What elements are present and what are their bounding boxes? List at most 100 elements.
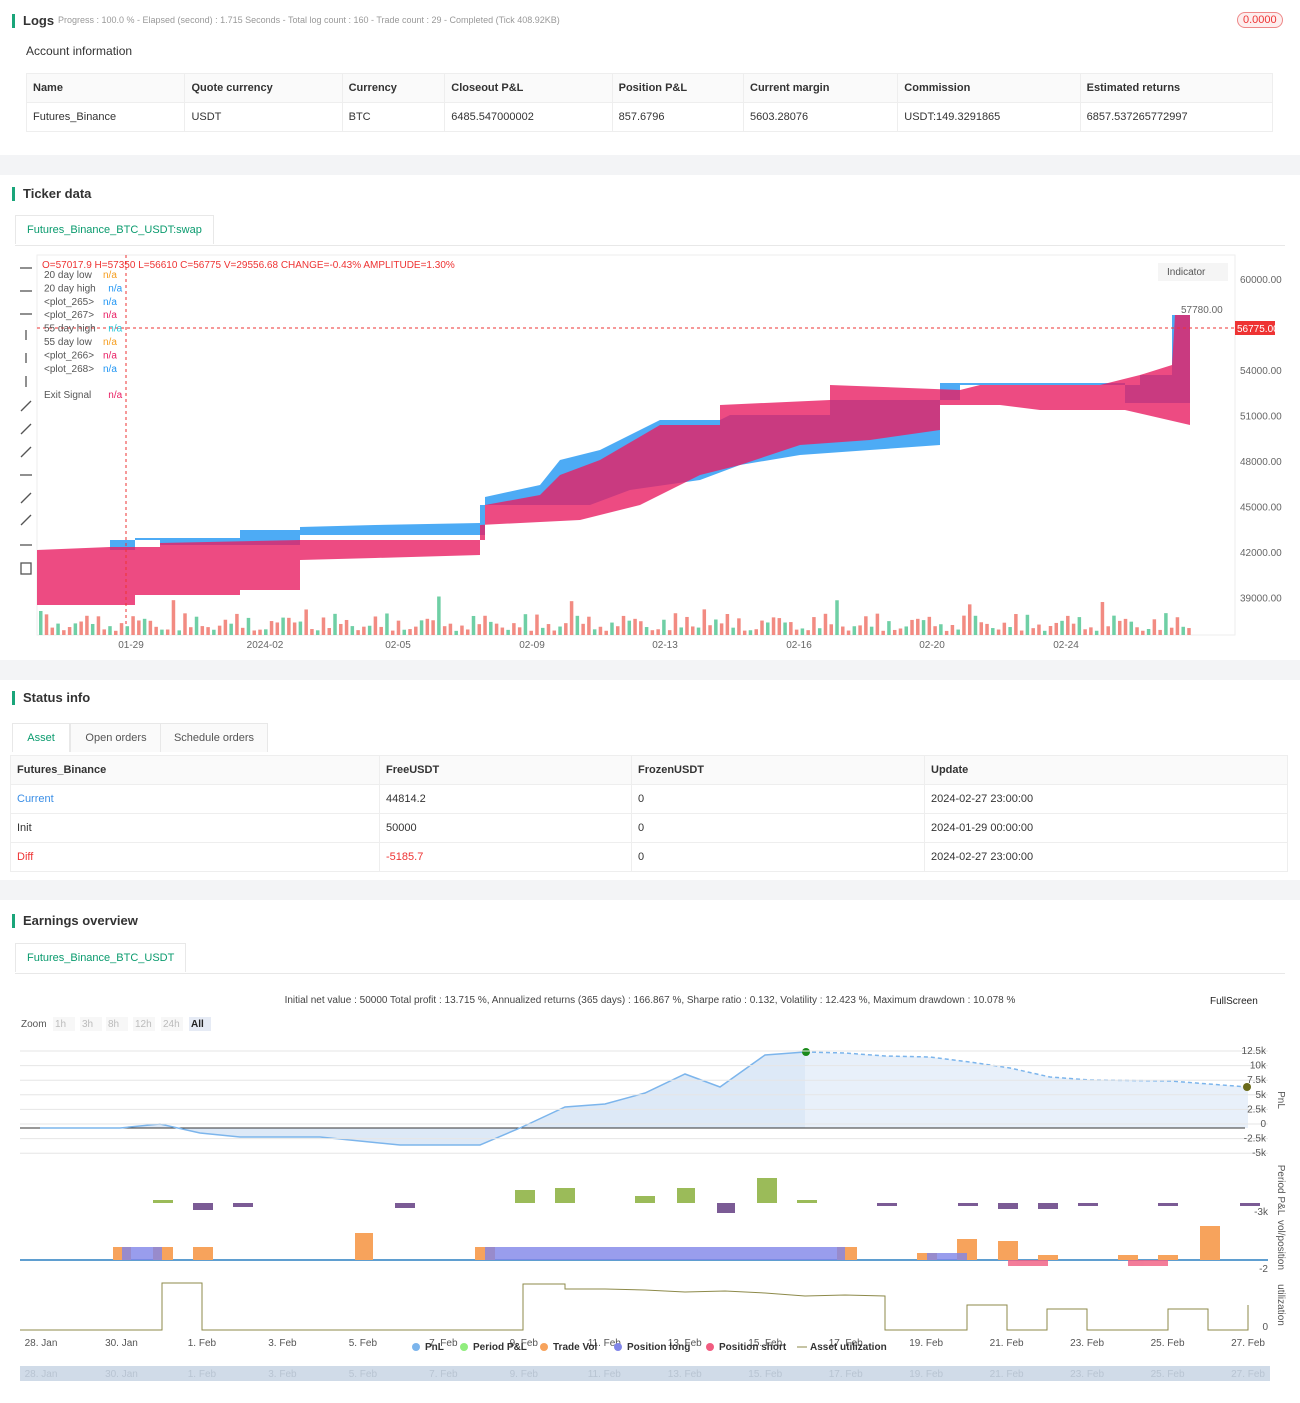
tab[interactable]: Schedule orders bbox=[160, 723, 268, 752]
period-bars bbox=[153, 1178, 817, 1203]
x-tick-label: 25. Feb bbox=[1151, 1338, 1185, 1349]
volume-bar bbox=[160, 629, 164, 635]
volume-bar bbox=[916, 618, 920, 635]
x-tick-label: 02-16 bbox=[786, 640, 812, 651]
axis-title: utilization bbox=[1275, 1284, 1286, 1326]
legend-label[interactable]: PnL bbox=[425, 1342, 444, 1353]
zoom-label[interactable]: 12h bbox=[135, 1019, 152, 1030]
nav-label: 11. Feb bbox=[588, 1369, 622, 1380]
volume-bar bbox=[719, 623, 724, 635]
volume-bar bbox=[696, 627, 701, 635]
y-tick-label: -2.5k bbox=[1244, 1134, 1267, 1145]
volume-bar bbox=[662, 619, 666, 635]
volume-bar bbox=[96, 616, 101, 635]
cell: 6857.537265772997 bbox=[1079, 102, 1274, 132]
x-tick-label: 02-20 bbox=[919, 640, 945, 651]
x-tick-label: 5. Feb bbox=[349, 1338, 378, 1349]
subtitle: Account information bbox=[26, 44, 133, 58]
volume-bar bbox=[812, 617, 816, 635]
legend-value: n/a bbox=[103, 310, 117, 321]
volume-bar bbox=[760, 620, 764, 635]
volume-bar bbox=[748, 630, 753, 635]
legend-value: n/a bbox=[103, 297, 117, 308]
volume-bar bbox=[1141, 630, 1145, 635]
volume-bar bbox=[517, 627, 522, 635]
legend-label[interactable]: Trade Vol bbox=[553, 1342, 597, 1353]
volume-bar bbox=[442, 626, 447, 635]
indicator-button[interactable] bbox=[1158, 263, 1228, 281]
volume-bar bbox=[789, 622, 793, 635]
fullscreen[interactable]: FullScreen bbox=[1210, 996, 1258, 1007]
zoom-button[interactable] bbox=[80, 1017, 102, 1031]
volume-bar bbox=[379, 626, 383, 635]
cell: 0 bbox=[631, 842, 925, 872]
volume-bar bbox=[540, 627, 545, 635]
zoom-label: Zoom bbox=[21, 1019, 47, 1030]
cell: 5603.28076 bbox=[742, 102, 899, 132]
volume-bar bbox=[742, 630, 747, 635]
x-tick-label: 21. Feb bbox=[990, 1338, 1024, 1349]
zoom-label[interactable]: 8h bbox=[108, 1019, 119, 1030]
nav-label: 21. Feb bbox=[990, 1369, 1024, 1380]
volume-bar bbox=[1146, 629, 1151, 635]
tab[interactable]: Futures_Binance_BTC_USDT bbox=[15, 943, 187, 972]
volume-bar bbox=[390, 630, 395, 635]
volume-bar bbox=[800, 628, 805, 635]
y-tick-label: 5k bbox=[1255, 1090, 1267, 1101]
header-cell: FreeUSDT bbox=[379, 755, 632, 785]
volume-bar bbox=[90, 623, 95, 635]
volume-bar bbox=[1112, 615, 1116, 635]
nav-label: 7. Feb bbox=[429, 1369, 458, 1380]
volume-bar bbox=[1002, 622, 1007, 635]
volume-bar bbox=[523, 614, 528, 635]
volume-bar bbox=[1008, 627, 1012, 635]
cell: Futures_Binance bbox=[25, 102, 186, 132]
zoom-label[interactable]: All bbox=[191, 1019, 204, 1030]
header-cell: Futures_Binance bbox=[10, 755, 380, 785]
volume-bar bbox=[85, 615, 89, 635]
ohlc: O=57017.9 H=57350 L=56610 C=56775 V=2955… bbox=[42, 260, 455, 271]
cell: 2024-02-27 23:00:00 bbox=[924, 842, 1288, 872]
volume-bar bbox=[679, 627, 683, 635]
nav-label: 9. Feb bbox=[510, 1369, 539, 1380]
volume-bar bbox=[425, 618, 430, 635]
volume-bar bbox=[892, 629, 897, 635]
volume-bar bbox=[183, 613, 187, 635]
navigator[interactable] bbox=[20, 1366, 1270, 1381]
zoom-button[interactable] bbox=[106, 1017, 128, 1031]
x-tick-label: 02-09 bbox=[519, 640, 545, 651]
zoom-button[interactable] bbox=[53, 1017, 75, 1031]
x-tick-label: 17. Feb bbox=[829, 1338, 863, 1349]
header-cell: Position P&L bbox=[611, 73, 745, 103]
cell: BTC bbox=[341, 102, 446, 132]
zoom-label[interactable]: 3h bbox=[82, 1019, 93, 1030]
legend-label[interactable]: Asset utilization bbox=[810, 1342, 887, 1353]
x-tick-label: 15. Feb bbox=[748, 1338, 782, 1349]
zoom-button[interactable] bbox=[133, 1017, 155, 1031]
y-tick-label: -5k bbox=[1252, 1148, 1267, 1159]
y-tick-label: 7.5k bbox=[1247, 1075, 1267, 1086]
volume-bar bbox=[39, 611, 43, 635]
zoom-button[interactable] bbox=[161, 1017, 183, 1031]
tab[interactable]: Futures_Binance_BTC_USDT:swap bbox=[15, 215, 214, 244]
volume-bar bbox=[575, 615, 580, 635]
volume-bar bbox=[1037, 624, 1041, 635]
header-cell: Quote currency bbox=[184, 73, 343, 103]
volume-bar bbox=[108, 626, 112, 635]
volume-bar bbox=[310, 629, 314, 635]
indicator-label[interactable]: Indicator bbox=[1167, 267, 1206, 278]
zoom-button[interactable] bbox=[189, 1017, 211, 1031]
volume-bar bbox=[1048, 626, 1053, 635]
legend-label[interactable]: Position short bbox=[719, 1342, 787, 1353]
position-short bbox=[1008, 1260, 1168, 1266]
header-cell: Update bbox=[924, 755, 1288, 785]
axis-title: Period P&L bbox=[1275, 1165, 1286, 1216]
tab[interactable]: Asset bbox=[12, 723, 70, 752]
volume-bar bbox=[142, 618, 147, 635]
zoom-label[interactable]: 1h bbox=[55, 1019, 66, 1030]
legend-label[interactable]: Period P&L bbox=[473, 1342, 527, 1353]
zoom-label[interactable]: 24h bbox=[163, 1019, 180, 1030]
tab[interactable]: Open orders bbox=[70, 723, 162, 752]
volume-bar bbox=[777, 618, 782, 635]
legend-label[interactable]: Position long bbox=[627, 1342, 690, 1353]
